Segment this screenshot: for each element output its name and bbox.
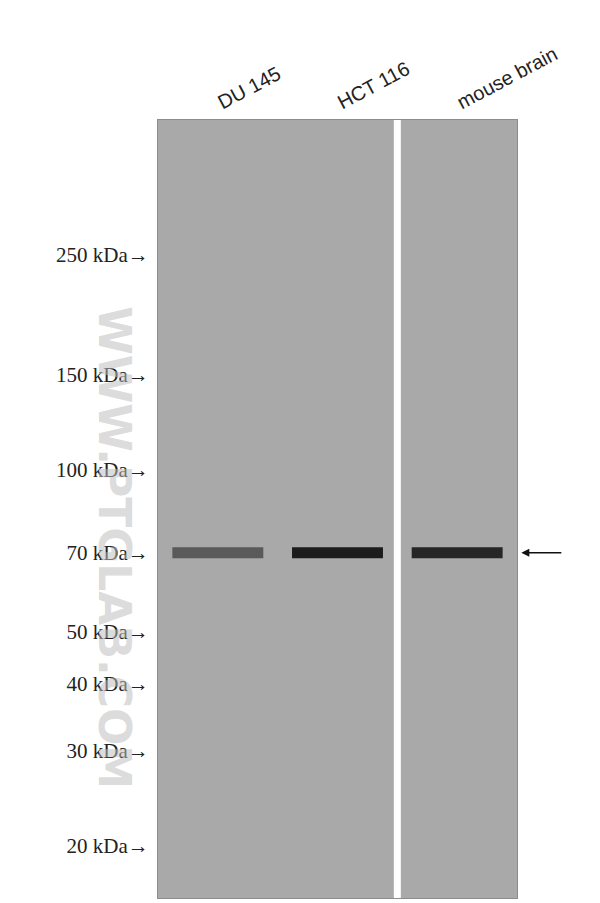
svg-text:DU 145: DU 145 [214,62,284,113]
svg-text:20 kDa→: 20 kDa→ [67,834,149,858]
svg-text:150 kDa→: 150 kDa→ [56,363,149,387]
svg-text:30 kDa→: 30 kDa→ [67,739,149,763]
svg-text:250 kDa→: 250 kDa→ [56,243,149,267]
svg-text:70 kDa→: 70 kDa→ [67,541,149,565]
svg-text:100 kDa→: 100 kDa→ [56,458,149,482]
svg-text:mouse brain: mouse brain [453,42,561,113]
svg-text:WWW.PTGLAB.COM: WWW.PTGLAB.COM [89,306,140,789]
svg-text:50 kDa→: 50 kDa→ [67,620,149,644]
svg-text:40 kDa→: 40 kDa→ [67,672,149,696]
svg-text:HCT 116: HCT 116 [334,57,413,113]
